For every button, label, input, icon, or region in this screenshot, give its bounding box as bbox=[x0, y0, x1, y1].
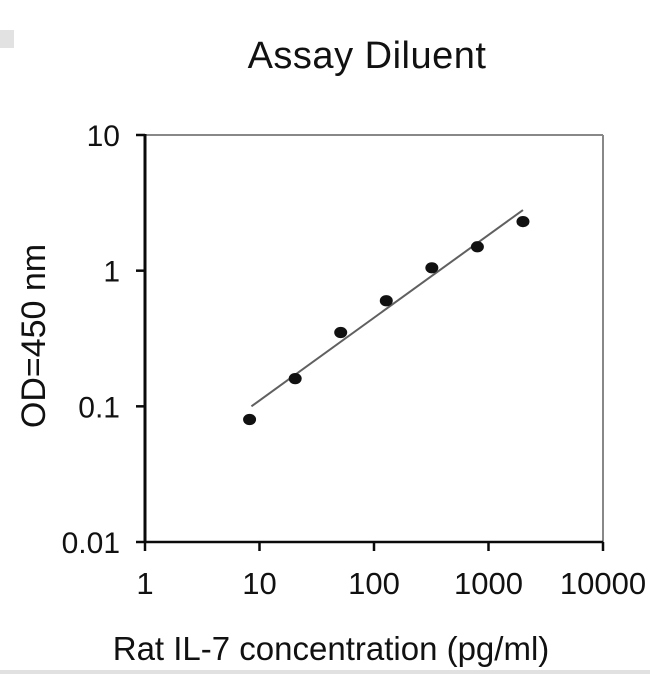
x-tick-label: 1000 bbox=[454, 566, 523, 601]
x-tick-label: 1 bbox=[136, 566, 153, 601]
x-tick-label: 10 bbox=[242, 566, 276, 601]
data-point bbox=[379, 295, 393, 307]
photo-artifact-bottom-edge bbox=[0, 670, 650, 674]
data-point bbox=[425, 262, 439, 274]
data-point bbox=[288, 373, 302, 385]
data-point bbox=[334, 326, 348, 339]
y-tick-label: 10 bbox=[87, 120, 120, 153]
data-point bbox=[243, 413, 257, 426]
chart-title: Assay Diluent bbox=[247, 35, 487, 77]
y-tick-label: 1 bbox=[103, 256, 120, 289]
x-axis-label: Rat IL-7 concentration (pg/ml) bbox=[112, 630, 550, 667]
data-point bbox=[516, 215, 530, 228]
y-tick-label: 0.01 bbox=[62, 527, 120, 560]
y-axis-label: OD=450 nm bbox=[15, 243, 53, 429]
x-tick-label: 10000 bbox=[560, 566, 646, 601]
photo-artifact-top-left bbox=[0, 30, 14, 48]
y-tick-label: 0.1 bbox=[78, 391, 120, 424]
x-tick-label: 100 bbox=[348, 566, 400, 601]
data-point bbox=[470, 241, 484, 253]
